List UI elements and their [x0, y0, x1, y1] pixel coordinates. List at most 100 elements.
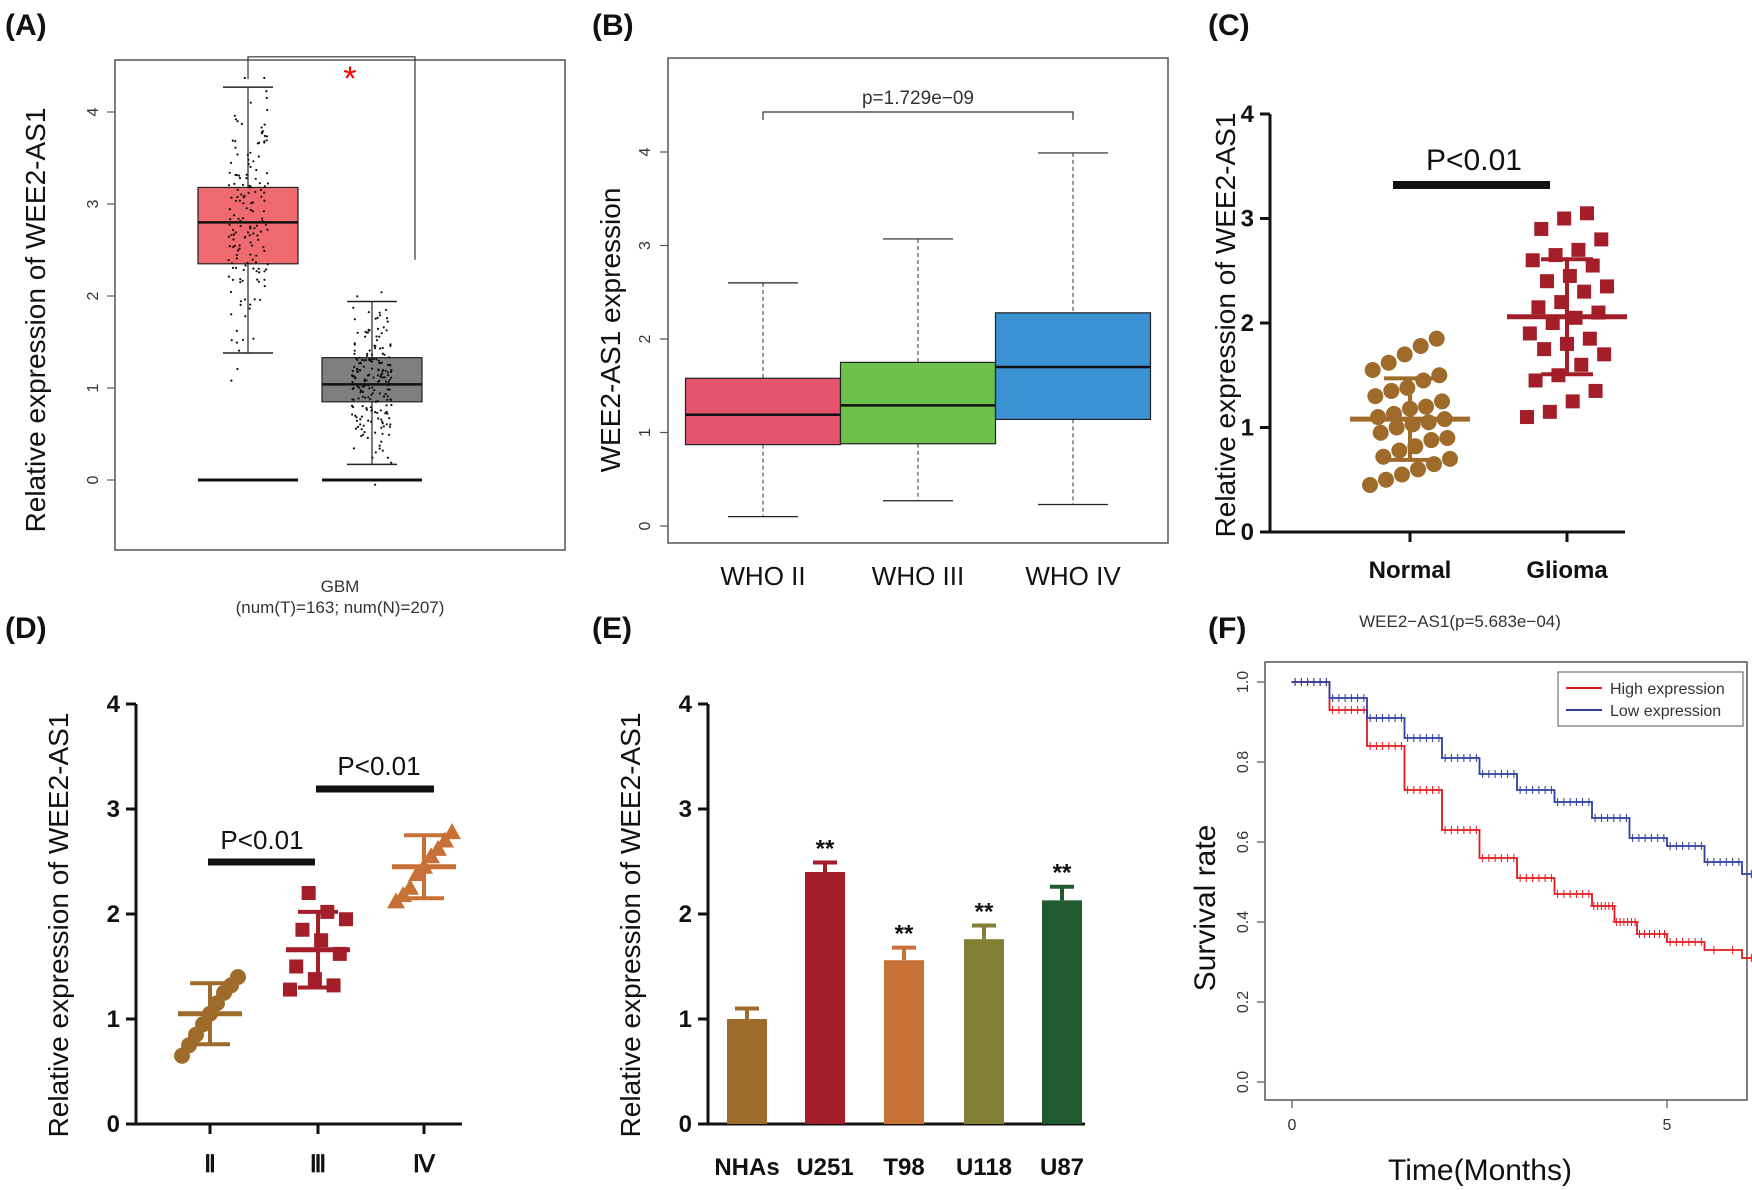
a-point — [381, 376, 385, 379]
c-point — [1423, 432, 1440, 449]
a-point — [259, 298, 262, 301]
b-ytick-label: 4 — [637, 147, 654, 156]
a-point — [242, 196, 245, 199]
a-point — [244, 315, 247, 318]
a-point — [263, 185, 266, 188]
a-point — [386, 395, 389, 398]
f-ytick-label: 0.0 — [1235, 1071, 1252, 1093]
a-point — [252, 232, 255, 235]
a-point — [230, 379, 233, 382]
f-censor-mark — [1631, 918, 1640, 926]
c-point — [1394, 466, 1410, 483]
f-censor-mark — [1397, 742, 1406, 750]
a-point — [242, 268, 245, 271]
a-point — [352, 398, 355, 401]
a-point — [236, 188, 239, 191]
a-point — [238, 247, 241, 250]
a-point — [367, 419, 370, 422]
a-point — [363, 431, 366, 434]
c-point — [1364, 362, 1381, 379]
a-point — [264, 223, 267, 226]
a-point — [227, 259, 230, 262]
a-point — [363, 385, 366, 388]
c-point — [1537, 342, 1552, 357]
a-point — [233, 233, 236, 236]
c-point — [1534, 221, 1549, 236]
c-point — [1565, 394, 1580, 409]
a-point — [381, 432, 384, 435]
a-point — [230, 161, 233, 164]
f-censor-mark — [1697, 938, 1706, 946]
a-point — [352, 306, 355, 309]
a-point — [263, 285, 266, 288]
a-point — [361, 405, 364, 408]
f-censor-mark — [1472, 754, 1481, 762]
f-censor-mark — [1728, 946, 1737, 954]
a-point — [240, 122, 243, 125]
a-point — [380, 361, 383, 364]
a-point — [383, 376, 386, 379]
d-ytick-label: 1 — [107, 1006, 120, 1033]
a-point — [356, 368, 359, 371]
a-point — [265, 135, 269, 138]
a-point — [235, 341, 238, 344]
a-point — [380, 332, 383, 335]
a-point — [254, 190, 257, 193]
a-point — [236, 367, 239, 371]
a-point — [265, 90, 268, 93]
a-point — [227, 184, 231, 187]
a-point — [387, 356, 391, 359]
a-point — [228, 171, 231, 174]
a-point — [365, 379, 368, 382]
a-point — [235, 257, 238, 260]
a-point — [385, 308, 388, 311]
a-point — [251, 244, 254, 247]
a-point — [367, 396, 370, 399]
panel-c: (C) Relative expression of WEE2-AS1 0 1 2 3… — [1208, 9, 1627, 584]
a-point — [379, 347, 382, 350]
a-point — [381, 449, 384, 452]
a-point — [385, 410, 388, 413]
a-point — [364, 396, 367, 399]
a-point — [245, 177, 248, 180]
a-point — [366, 352, 369, 355]
a-point — [262, 210, 265, 213]
a-point — [266, 228, 269, 231]
a-point — [357, 397, 360, 400]
c-point — [1540, 274, 1554, 289]
f-censor-mark — [1747, 954, 1752, 962]
a-point — [380, 440, 383, 443]
a-point — [388, 388, 391, 391]
a-point — [238, 199, 241, 202]
a-point — [248, 234, 251, 237]
a-point — [230, 233, 233, 237]
a-point — [233, 214, 236, 217]
a-point — [382, 395, 385, 398]
f-ytick-label: 0.4 — [1235, 911, 1252, 933]
a-point — [372, 376, 375, 379]
c-point — [1545, 316, 1560, 330]
a-point — [373, 389, 376, 392]
a-point — [255, 270, 258, 273]
e-bar-u87 — [1042, 900, 1082, 1124]
a-point — [227, 235, 230, 238]
c-point — [1557, 211, 1572, 226]
a-point — [377, 417, 380, 420]
c-point — [1600, 279, 1614, 294]
d-point — [429, 839, 447, 856]
a-point — [376, 400, 379, 403]
a-point — [243, 236, 246, 239]
a-point — [381, 346, 384, 350]
c-point — [1388, 419, 1405, 436]
a-point — [368, 358, 371, 361]
a-point — [246, 153, 249, 157]
a-point — [373, 357, 376, 360]
a-point — [378, 447, 381, 450]
a-point — [351, 380, 354, 384]
a-point — [353, 349, 356, 352]
legend-high-label: High expression — [1610, 681, 1725, 698]
a-point — [248, 186, 251, 189]
a-point — [370, 360, 373, 363]
f-censor-mark — [1584, 798, 1593, 806]
